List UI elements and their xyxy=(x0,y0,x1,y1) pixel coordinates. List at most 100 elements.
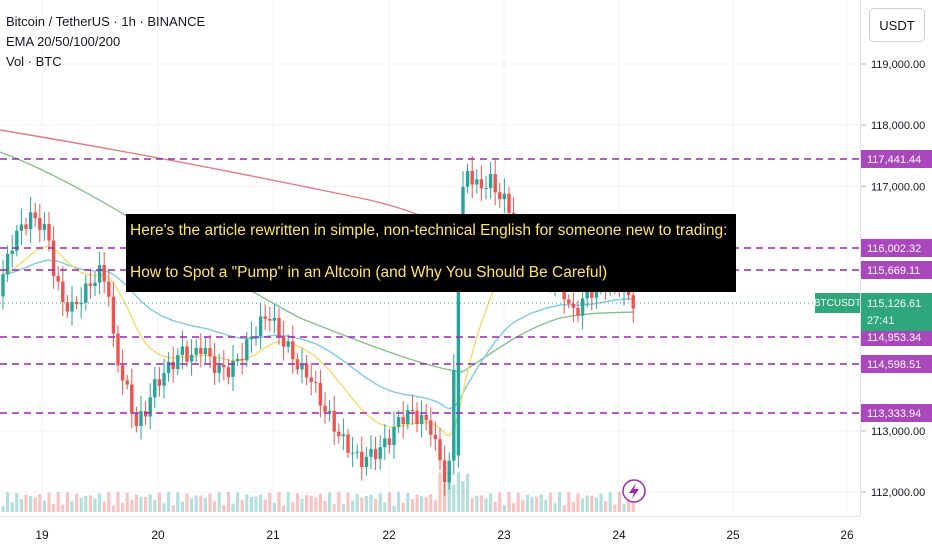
candle-body xyxy=(189,354,194,362)
candle-body xyxy=(166,361,171,374)
volume-bar xyxy=(613,504,617,512)
candle-body xyxy=(576,307,580,316)
volume-bar xyxy=(33,497,37,512)
candle-body xyxy=(38,218,42,230)
time-label: 23 xyxy=(497,528,511,542)
volume-bar xyxy=(355,493,359,512)
time-label: 22 xyxy=(382,528,396,542)
currency-button[interactable]: USDT xyxy=(869,8,925,42)
volume-bar xyxy=(470,497,474,512)
candle-body xyxy=(185,346,189,362)
volume-bar xyxy=(383,502,387,512)
candle-body xyxy=(139,411,143,426)
candle-body xyxy=(1,274,5,297)
volume-bar xyxy=(300,498,304,512)
chart-pane[interactable]: Bitcoin / TetherUS · 1h · BINANCE EMA 20… xyxy=(0,0,861,516)
volume-bar xyxy=(475,495,479,512)
candle-body xyxy=(447,460,451,483)
candle-body xyxy=(406,410,410,425)
level-price-label: 115,669.11 xyxy=(867,265,920,277)
volume-bar xyxy=(617,492,621,512)
symbol-title[interactable]: Bitcoin / TetherUS · 1h · BINANCE xyxy=(6,14,206,29)
candle-body xyxy=(631,295,635,309)
volume-bar xyxy=(314,497,318,512)
volume-indicator-label[interactable]: Vol · BTC xyxy=(6,54,62,69)
ema-indicator-label[interactable]: EMA 20/50/100/200 xyxy=(6,34,121,49)
candle-body xyxy=(433,434,438,440)
candle-body xyxy=(364,456,369,467)
volume-bar xyxy=(507,492,511,512)
candle-body xyxy=(580,298,585,316)
ema-50-line xyxy=(2,259,634,410)
price-tick-label: 119,000.00 xyxy=(871,59,925,71)
volume-bar xyxy=(42,500,46,512)
candle-body xyxy=(590,289,594,298)
time-label: 21 xyxy=(266,528,280,542)
candle-body xyxy=(180,346,185,356)
volume-bar xyxy=(236,492,240,512)
candle-body xyxy=(176,355,180,370)
time-label: 24 xyxy=(612,528,626,542)
candle-body xyxy=(42,224,47,230)
volume-bar xyxy=(65,492,69,512)
lightning-icon[interactable] xyxy=(622,479,646,503)
candle-body xyxy=(502,193,507,200)
volume-bar xyxy=(594,497,598,512)
volume-bar xyxy=(452,484,456,512)
candle-body xyxy=(102,265,106,282)
volume-bar xyxy=(185,493,189,512)
candle-body xyxy=(203,348,208,355)
volume-bar xyxy=(525,494,529,512)
volume-bar xyxy=(245,494,249,512)
volume-bar xyxy=(420,496,424,512)
candle-body xyxy=(194,347,198,355)
candle-body xyxy=(70,301,74,312)
candle-body xyxy=(373,449,378,459)
candle-body xyxy=(318,382,323,406)
candle-body xyxy=(88,283,93,286)
volume-bar xyxy=(530,496,534,512)
candle-body xyxy=(208,348,212,357)
candle-body xyxy=(268,318,272,321)
level-price-tag xyxy=(861,355,932,373)
volume-bar xyxy=(604,501,608,512)
volume-bar xyxy=(88,495,92,512)
volume-bar xyxy=(277,492,281,512)
candle-body xyxy=(134,413,139,426)
volume-bar xyxy=(608,492,612,512)
candle-body xyxy=(567,299,571,304)
candle-body xyxy=(10,250,14,254)
price-axis[interactable]: USDT 119,000.00 118,000.00 117,000.00 113,0… xyxy=(860,0,932,516)
candle-body xyxy=(291,341,295,360)
time-label: 20 xyxy=(151,528,165,542)
volume-bar xyxy=(84,495,88,512)
volume-bar xyxy=(410,499,414,512)
volume-bar xyxy=(291,502,295,512)
candle-body xyxy=(401,417,405,425)
volume-bar xyxy=(571,501,575,512)
volume-bar xyxy=(194,495,198,512)
candle-body xyxy=(585,289,589,299)
candle-body xyxy=(332,410,336,432)
candle-body xyxy=(300,363,304,370)
volume-bar xyxy=(203,498,207,512)
candle-body xyxy=(5,253,10,275)
candle-body xyxy=(415,410,419,425)
volume-bar xyxy=(208,493,212,512)
candle-body xyxy=(148,397,152,417)
volume-bar xyxy=(424,497,428,512)
volume-bar xyxy=(364,496,368,512)
candle-body xyxy=(19,224,24,231)
candle-body xyxy=(84,283,88,303)
volume-bar xyxy=(121,502,125,512)
volume-bar xyxy=(125,492,129,512)
volume-bar xyxy=(599,493,603,512)
volume-bar xyxy=(19,499,23,512)
volume-bar xyxy=(627,492,631,512)
volume-bar xyxy=(102,501,106,512)
volume-bar xyxy=(272,502,276,512)
time-axis[interactable]: 19 20 21 22 23 24 25 26 xyxy=(0,516,860,551)
current-price-label: 115,126.61 xyxy=(867,298,921,310)
candle-body xyxy=(162,373,166,386)
candle-body xyxy=(286,341,290,347)
